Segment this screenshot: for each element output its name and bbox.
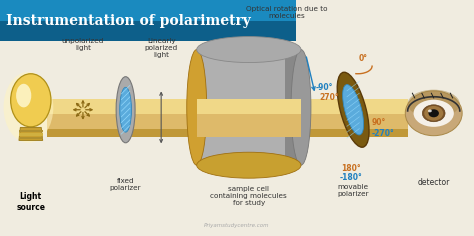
Text: movable
polarizer: movable polarizer — [337, 184, 369, 197]
Text: fixed
polarizer: fixed polarizer — [110, 178, 141, 191]
Polygon shape — [19, 127, 43, 140]
FancyBboxPatch shape — [19, 137, 43, 139]
Text: sample cell
containing molecules
for study: sample cell containing molecules for stu… — [210, 186, 287, 206]
Ellipse shape — [187, 50, 207, 165]
FancyBboxPatch shape — [47, 99, 408, 137]
Text: Priyamstudycentre.com: Priyamstudycentre.com — [204, 223, 270, 228]
Text: Instrumentation of polarimetry: Instrumentation of polarimetry — [6, 14, 251, 28]
Text: 270°: 270° — [319, 93, 338, 102]
Text: -90°: -90° — [315, 83, 333, 92]
Text: detector: detector — [418, 178, 450, 187]
Ellipse shape — [337, 72, 369, 147]
Text: Linearly
polarized
light: Linearly polarized light — [145, 38, 178, 58]
FancyBboxPatch shape — [197, 99, 301, 137]
Ellipse shape — [4, 72, 53, 143]
FancyBboxPatch shape — [47, 99, 408, 114]
Ellipse shape — [291, 50, 311, 165]
Ellipse shape — [343, 84, 364, 135]
Text: 0°: 0° — [359, 54, 368, 63]
Ellipse shape — [413, 100, 454, 127]
Ellipse shape — [422, 105, 445, 122]
Text: 90°: 90° — [371, 118, 385, 127]
Text: unpolarized
light: unpolarized light — [62, 38, 104, 51]
Ellipse shape — [405, 91, 462, 136]
FancyBboxPatch shape — [47, 129, 408, 137]
Text: -180°: -180° — [339, 173, 362, 182]
Ellipse shape — [197, 152, 301, 178]
FancyBboxPatch shape — [0, 0, 296, 21]
FancyBboxPatch shape — [197, 99, 301, 114]
Ellipse shape — [428, 110, 432, 112]
Ellipse shape — [116, 77, 135, 143]
Text: Optical rotation due to
molecules: Optical rotation due to molecules — [246, 6, 328, 19]
Text: Light
source: Light source — [16, 192, 46, 212]
Ellipse shape — [16, 84, 31, 107]
FancyBboxPatch shape — [197, 50, 301, 165]
Ellipse shape — [10, 74, 51, 127]
Text: 180°: 180° — [341, 164, 361, 173]
FancyBboxPatch shape — [0, 0, 296, 41]
Ellipse shape — [197, 37, 301, 63]
Ellipse shape — [428, 109, 439, 117]
FancyBboxPatch shape — [19, 130, 43, 132]
Text: -270°: -270° — [371, 129, 394, 138]
Ellipse shape — [408, 90, 460, 118]
Ellipse shape — [119, 87, 131, 132]
FancyBboxPatch shape — [19, 133, 43, 136]
FancyBboxPatch shape — [201, 50, 285, 165]
Ellipse shape — [424, 106, 443, 121]
